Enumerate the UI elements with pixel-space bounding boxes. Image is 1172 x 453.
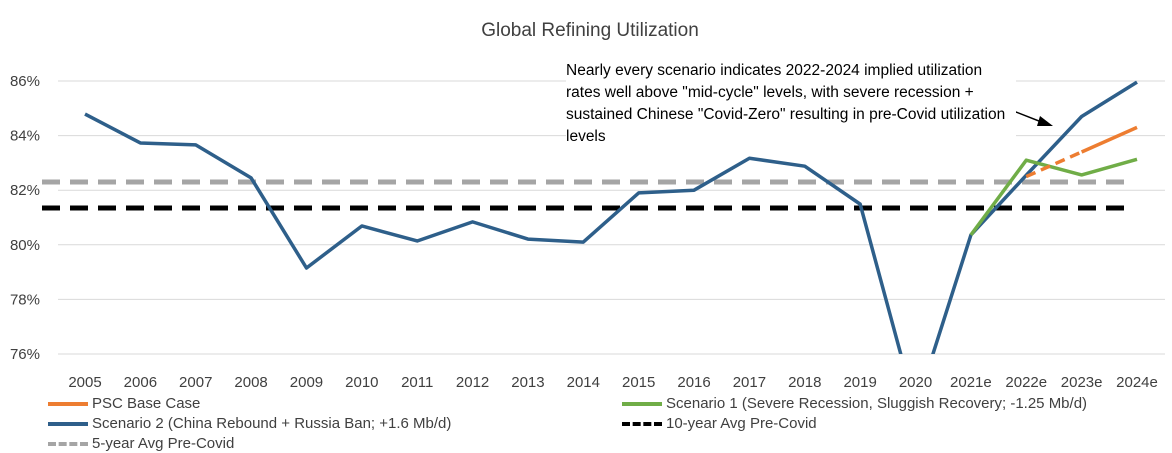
legend-label: Scenario 1 (Severe Recession, Sluggish R… xyxy=(666,395,1088,412)
x-tick-label: 2024e xyxy=(1116,374,1158,391)
y-tick-label: 84% xyxy=(10,128,40,145)
legend-item-scenario-2: Scenario 2 (China Rebound + Russia Ban; … xyxy=(48,415,451,432)
legend-item-5yr-avg: 5-year Avg Pre-Covid xyxy=(48,435,234,452)
x-tick-label: 2009 xyxy=(290,374,323,391)
y-tick-label: 78% xyxy=(10,291,40,308)
x-tick-label: 2017 xyxy=(733,374,766,391)
x-tick-label: 2007 xyxy=(179,374,212,391)
x-tick-label: 2021e xyxy=(950,374,992,391)
x-tick-label: 2018 xyxy=(788,374,821,391)
chart-annotation: Nearly every scenario indicates 2022-202… xyxy=(566,60,1016,148)
legend-label: Scenario 2 (China Rebound + Russia Ban; … xyxy=(92,415,452,432)
legend-swatch xyxy=(622,401,662,406)
chart-title: Global Refining Utilization xyxy=(481,20,699,41)
legend-item-10yr-avg: 10-year Avg Pre-Covid xyxy=(622,415,817,432)
series-line-psc-base-case xyxy=(1080,125,1138,154)
x-tick-label: 2006 xyxy=(124,374,157,391)
annotation-arrowhead xyxy=(1037,116,1053,126)
x-tick-label: 2020 xyxy=(899,374,932,391)
legend-swatch xyxy=(48,401,88,406)
x-tick-label: 2005 xyxy=(68,374,101,391)
legend-label: 10-year Avg Pre-Covid xyxy=(666,415,817,432)
series-line-scenario-1 xyxy=(969,157,1138,237)
legend-label: 5-year Avg Pre-Covid xyxy=(92,435,235,452)
legend-swatch xyxy=(48,441,88,446)
x-tick-label: 2012 xyxy=(456,374,489,391)
x-tick-label: 2011 xyxy=(401,374,433,391)
x-tick-label: 2023e xyxy=(1061,374,1103,391)
y-tick-label: 80% xyxy=(10,237,40,254)
x-tick-label: 2019 xyxy=(843,374,876,391)
legend-swatch xyxy=(48,421,88,426)
x-tick-label: 2016 xyxy=(677,374,710,391)
legend-item-psc-base-case: PSC Base Case xyxy=(48,395,200,412)
x-tick-label: 2022e xyxy=(1005,374,1047,391)
legend-label: PSC Base Case xyxy=(92,395,201,412)
series-line-psc-base-case-dashed xyxy=(1025,150,1083,179)
x-tick-label: 2015 xyxy=(622,374,655,391)
x-tick-label: 2013 xyxy=(511,374,544,391)
legend-item-scenario-1: Scenario 1 (Severe Recession, Sluggish R… xyxy=(622,395,1087,412)
y-tick-label: 82% xyxy=(10,182,40,199)
y-tick-label: 86% xyxy=(10,73,40,90)
series-line-scenario-2 xyxy=(84,80,1138,354)
x-tick-label: 2014 xyxy=(567,374,600,391)
x-tick-label: 2010 xyxy=(345,374,378,391)
x-tick-label: 2008 xyxy=(234,374,267,391)
legend-swatch xyxy=(622,421,662,426)
y-tick-label: 76% xyxy=(10,346,40,363)
